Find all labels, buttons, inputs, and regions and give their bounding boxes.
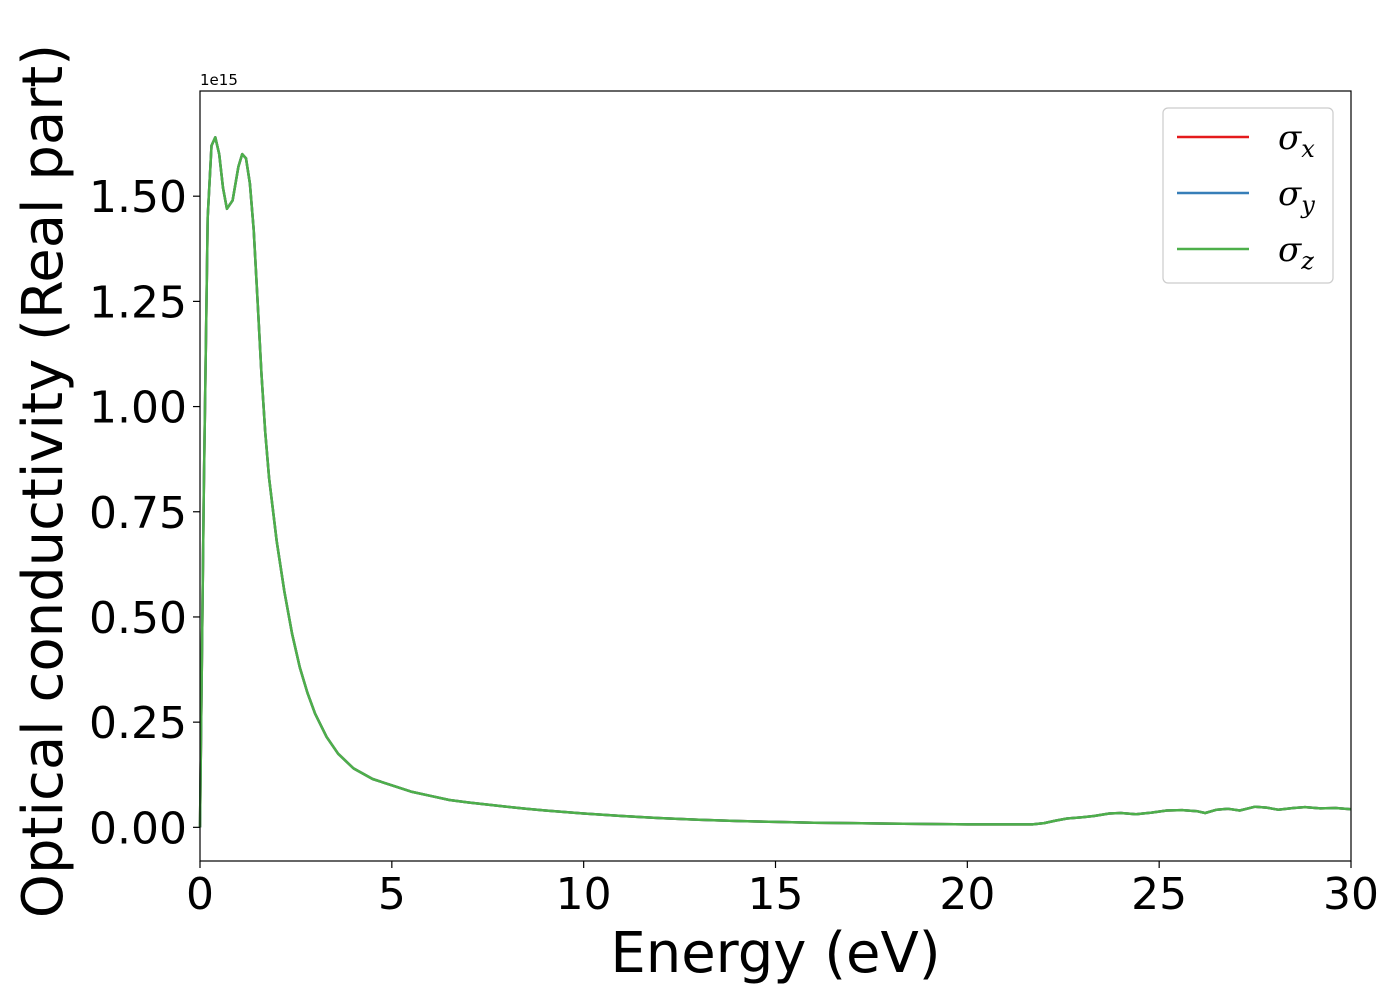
x-tick-label: 30 [1323, 869, 1379, 920]
x-axis-title: Energy (eV) [610, 921, 940, 986]
y-tick-label: 1.25 [89, 277, 187, 328]
x-tick-label: 0 [186, 869, 214, 920]
y-axis-ticks: 0.00 0.25 0.50 0.75 1.00 1.25 1.50 [89, 172, 200, 854]
y-tick-label: 0.00 [89, 803, 187, 854]
y-axis-title: Optical conductivity (Real part) [11, 44, 76, 918]
series-layer [198, 136, 1352, 828]
legend-label-x: σx [1278, 118, 1315, 163]
legend-label-y: σy [1278, 174, 1315, 219]
x-tick-label: 15 [748, 869, 804, 920]
x-tick-label: 25 [1131, 869, 1187, 920]
x-axis-ticks: 0 5 10 15 20 25 30 [186, 861, 1379, 920]
series-line-z [198, 136, 1352, 828]
y-tick-label: 0.50 [89, 593, 187, 644]
x-tick-label: 20 [939, 869, 995, 920]
y-tick-label: 1.00 [89, 383, 187, 434]
y-offset-label: 1e15 [200, 71, 238, 89]
legend: σx σy σz [1162, 107, 1334, 284]
y-tick-label: 0.25 [89, 698, 187, 749]
y-tick-label: 0.75 [89, 488, 187, 539]
y-tick-label: 1.50 [89, 172, 187, 223]
x-tick-label: 10 [556, 869, 612, 920]
legend-label-z: σz [1278, 230, 1314, 275]
x-tick-label: 5 [378, 869, 406, 920]
legend-box [1162, 107, 1334, 284]
